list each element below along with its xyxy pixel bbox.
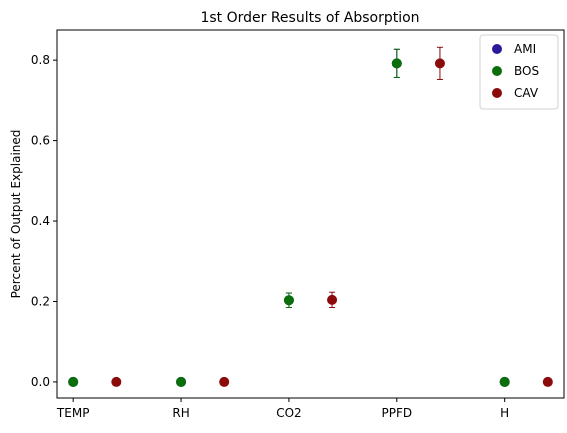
y-tick-label: 0.0 xyxy=(31,375,50,389)
legend-label: AMI xyxy=(514,42,536,56)
legend-marker-bos xyxy=(492,66,502,76)
y-axis-label: Percent of Output Explained xyxy=(9,130,23,299)
plot-area: 0.0 0.2 0.4 0.6 0.8 TEMP RH CO2 PPFD H xyxy=(31,46,553,420)
legend-marker-ami xyxy=(492,44,502,54)
data-point-cav xyxy=(434,58,445,69)
x-tick-label: RH xyxy=(172,406,189,420)
y-tick-label: 0.2 xyxy=(31,294,50,308)
x-tick-label: H xyxy=(500,406,509,420)
x-tick-label: TEMP xyxy=(56,406,90,420)
data-point-cav xyxy=(327,294,338,305)
data-point-bos xyxy=(391,58,402,69)
data-point-bos xyxy=(283,295,294,306)
data-point-cav xyxy=(542,376,553,387)
x-tick-label: CO2 xyxy=(276,406,301,420)
y-tick-label: 0.8 xyxy=(31,53,50,67)
y-tick-label: 0.6 xyxy=(31,134,50,148)
data-point-cav xyxy=(219,376,230,387)
data-point-bos xyxy=(499,376,510,387)
data-point-bos xyxy=(68,376,79,387)
legend-label: CAV xyxy=(514,86,539,100)
axes-frame xyxy=(56,29,565,399)
x-tick-label: PPFD xyxy=(381,406,412,420)
data-point-bos xyxy=(176,376,187,387)
data-point-cav xyxy=(111,376,122,387)
legend: AMI BOS CAV xyxy=(479,34,559,110)
chart-title: 1st Order Results of Absorption xyxy=(200,10,419,26)
legend-label: BOS xyxy=(514,64,539,78)
y-tick-label: 0.4 xyxy=(31,214,50,228)
legend-marker-cav xyxy=(492,88,502,98)
